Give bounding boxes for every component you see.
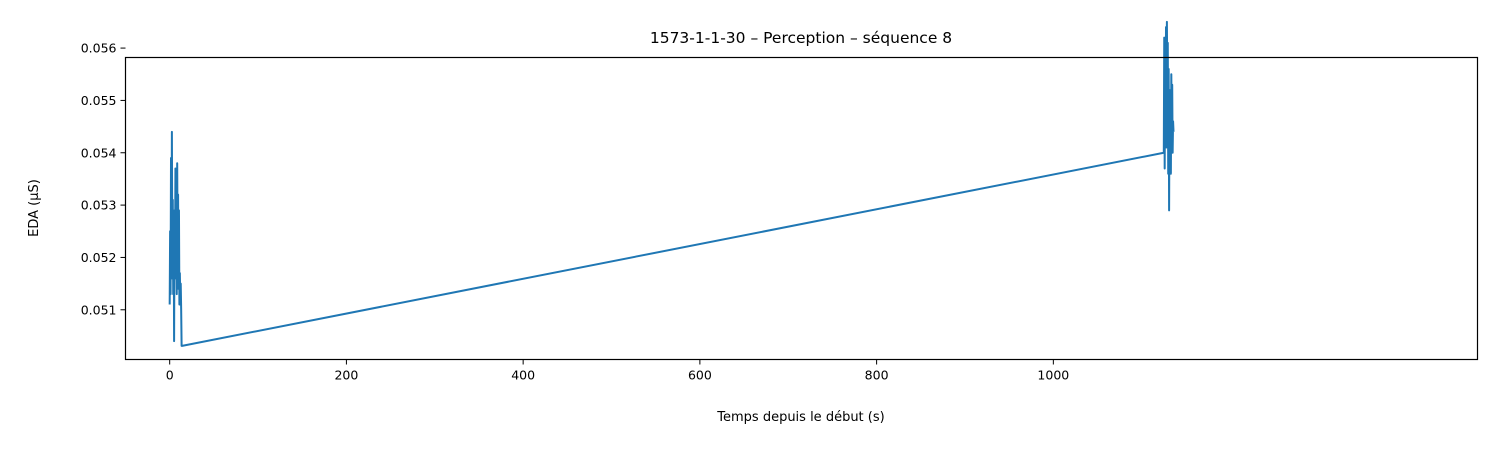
y-tick-label: 0.053 [81,198,117,213]
y-tick-label: 0.052 [81,250,117,265]
x-tick-label: 0 [166,368,174,383]
y-tick-label: 0.056 [81,41,117,56]
y-tick-label: 0.054 [81,145,117,160]
chart-title: 1573-1-1-30 – Perception – séquence 8 [650,29,952,47]
y-tick-label: 0.051 [81,302,117,317]
y-tick-label: 0.055 [81,93,117,108]
eda-series-line [168,20,1175,347]
x-tick-label: 600 [688,368,712,383]
x-axis-label: Temps depuis le début (s) [716,410,884,425]
x-tick-label: 1000 [1037,368,1069,383]
x-tick-label: 200 [334,368,358,383]
x-tick-label: 400 [511,368,535,383]
plot-frame [124,56,1479,361]
x-tick-label: 800 [865,368,889,383]
y-axis-label: EDA (µS) [27,179,42,237]
